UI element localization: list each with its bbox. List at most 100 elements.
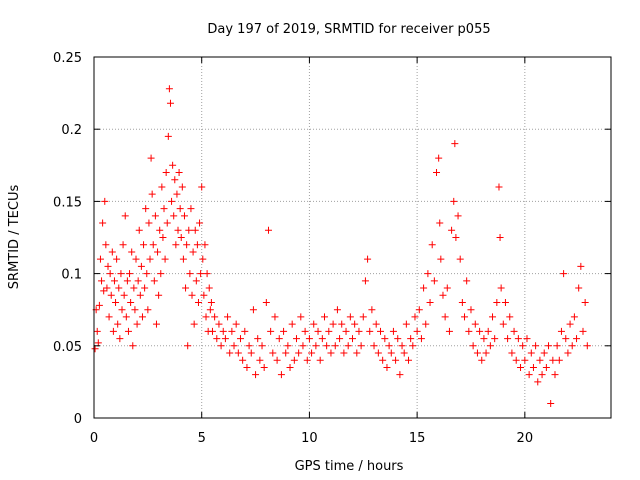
data-point [411,313,419,321]
data-point [579,327,587,335]
data-point [94,339,102,347]
data-point [150,277,158,285]
data-point [385,342,393,350]
data-point [372,320,380,328]
data-point [538,371,546,379]
data-point [284,342,292,350]
data-point [138,313,146,321]
data-point [439,291,447,299]
data-point [191,226,199,234]
data-point [160,205,168,213]
data-point [396,371,404,379]
data-point [141,284,149,292]
data-point [149,241,157,249]
data-point [484,327,492,335]
data-point [188,291,196,299]
data-point [549,356,557,364]
data-point [170,212,178,220]
data-point [173,190,181,198]
data-point [157,270,165,278]
data-point [258,342,266,350]
data-point [145,219,153,227]
data-point [116,335,124,343]
data-point [312,342,320,350]
data-point [547,400,555,408]
data-point [123,277,131,285]
data-point [521,356,529,364]
data-points [91,85,591,408]
data-point [207,298,215,306]
data-point [175,169,183,177]
data-point [510,327,518,335]
data-point [534,378,542,386]
data-point [570,313,578,321]
data-point [241,327,249,335]
data-point [357,342,365,350]
data-point [183,241,191,249]
data-point [379,356,387,364]
data-point [359,313,367,321]
data-point [473,349,481,357]
data-point [499,320,507,328]
data-point [182,284,190,292]
data-point [117,270,125,278]
data-point [320,313,328,321]
data-point [168,197,176,205]
data-point [344,342,352,350]
data-point [275,335,283,343]
data-point [436,219,444,227]
data-point [169,161,177,169]
data-point [387,349,395,357]
data-point [420,284,428,292]
data-point [136,291,144,299]
data-point [186,270,194,278]
data-point [256,356,264,364]
grid-lines [94,57,611,418]
data-point [463,277,471,285]
data-point [575,284,583,292]
data-point [234,349,242,357]
data-point [392,356,400,364]
data-point [413,327,421,335]
data-point [143,270,151,278]
data-point [286,363,294,371]
data-point [486,342,494,350]
data-point [519,342,527,350]
chart-title: Day 197 of 2019, SRMTID for receiver p05… [207,22,490,37]
data-point [199,255,207,263]
data-point [402,320,410,328]
data-point [338,320,346,328]
data-point [323,342,331,350]
data-point [478,356,486,364]
data-point [206,306,214,314]
data-point [342,327,350,335]
data-point [144,306,152,314]
data-point [301,327,309,335]
data-point [532,342,540,350]
data-point [162,169,170,177]
data-point [131,306,139,314]
data-point [215,320,223,328]
data-point [467,306,475,314]
data-point [454,212,462,220]
data-point [527,349,535,357]
data-point [514,335,522,343]
data-point [299,342,307,350]
data-point [114,320,122,328]
data-point [165,85,173,93]
data-point [292,335,300,343]
data-point [491,335,499,343]
data-point [273,356,281,364]
data-point [409,342,417,350]
data-point [100,287,108,295]
data-point [247,349,255,357]
data-point [555,356,563,364]
x-tick-label: 20 [517,431,534,446]
data-point [366,327,374,335]
data-point [108,248,116,256]
data-point [102,241,110,249]
data-point [128,248,136,256]
data-point [119,241,127,249]
data-point [495,183,503,191]
data-point [264,226,272,234]
